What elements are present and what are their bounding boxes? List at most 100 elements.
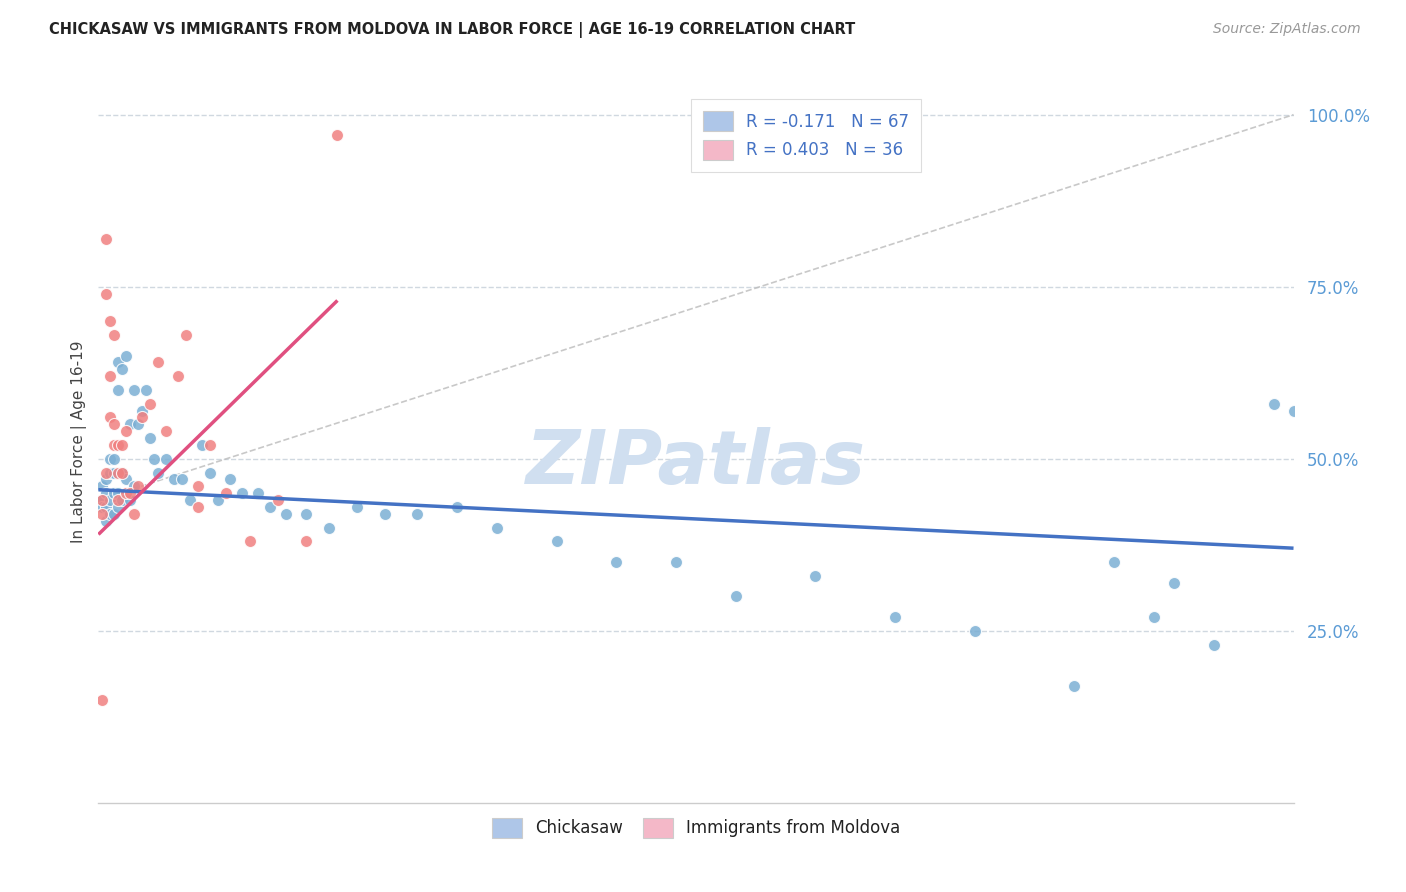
Point — [139, 431, 162, 445]
Point — [163, 472, 186, 486]
Point — [1282, 403, 1305, 417]
Point — [103, 327, 125, 342]
Text: ZIPatlas: ZIPatlas — [526, 426, 866, 500]
Point — [111, 466, 134, 480]
Text: Source: ZipAtlas.com: Source: ZipAtlas.com — [1213, 22, 1361, 37]
Point — [107, 438, 129, 452]
Point — [294, 507, 316, 521]
Point — [91, 507, 114, 521]
Point — [107, 355, 129, 369]
Point — [98, 410, 122, 425]
Point — [96, 286, 118, 301]
Point — [1143, 610, 1166, 624]
Point — [374, 507, 396, 521]
Point — [884, 610, 907, 624]
Point — [96, 500, 118, 514]
Point — [115, 424, 138, 438]
Point — [111, 493, 134, 508]
Point — [124, 479, 146, 493]
Point — [187, 500, 209, 514]
Point — [98, 451, 122, 466]
Text: CHICKASAW VS IMMIGRANTS FROM MOLDOVA IN LABOR FORCE | AGE 16-19 CORRELATION CHAR: CHICKASAW VS IMMIGRANTS FROM MOLDOVA IN … — [49, 22, 855, 38]
Point — [155, 424, 177, 438]
Point — [103, 451, 125, 466]
Point — [231, 486, 253, 500]
Point — [155, 451, 177, 466]
Point — [103, 486, 125, 500]
Point — [1163, 575, 1185, 590]
Point — [120, 486, 142, 500]
Point — [91, 493, 114, 508]
Point — [148, 355, 170, 369]
Point — [219, 472, 242, 486]
Point — [207, 493, 229, 508]
Point — [1063, 679, 1085, 693]
Point — [91, 479, 114, 493]
Point — [665, 555, 688, 569]
Point — [143, 451, 166, 466]
Legend: Chickasaw, Immigrants from Moldova: Chickasaw, Immigrants from Moldova — [484, 809, 908, 847]
Point — [91, 493, 114, 508]
Point — [103, 507, 125, 521]
Point — [239, 534, 262, 549]
Point — [107, 383, 129, 397]
Point — [267, 493, 290, 508]
Point — [96, 231, 118, 245]
Point — [179, 493, 201, 508]
Point — [546, 534, 568, 549]
Point — [91, 500, 114, 514]
Point — [172, 472, 194, 486]
Point — [96, 472, 118, 486]
Point — [187, 479, 209, 493]
Point — [191, 438, 214, 452]
Point — [1104, 555, 1126, 569]
Point — [174, 327, 197, 342]
Point — [131, 410, 153, 425]
Point — [294, 534, 316, 549]
Point — [107, 486, 129, 500]
Point — [131, 403, 153, 417]
Point — [98, 493, 122, 508]
Point — [198, 466, 221, 480]
Point — [96, 514, 118, 528]
Point — [318, 520, 340, 534]
Point — [135, 383, 157, 397]
Point — [120, 493, 142, 508]
Point — [605, 555, 627, 569]
Point — [98, 369, 122, 384]
Point — [963, 624, 986, 638]
Y-axis label: In Labor Force | Age 16-19: In Labor Force | Age 16-19 — [72, 340, 87, 543]
Point — [111, 438, 134, 452]
Point — [103, 417, 125, 432]
Point — [406, 507, 429, 521]
Point — [98, 466, 122, 480]
Point — [215, 486, 238, 500]
Point — [259, 500, 281, 514]
Point — [111, 362, 134, 376]
Point — [124, 507, 146, 521]
Point — [724, 590, 747, 604]
Point — [246, 486, 269, 500]
Point — [107, 466, 129, 480]
Point — [139, 397, 162, 411]
Point — [274, 507, 297, 521]
Point — [96, 486, 118, 500]
Point — [446, 500, 468, 514]
Point — [103, 466, 125, 480]
Point — [115, 472, 138, 486]
Point — [198, 438, 221, 452]
Point — [1202, 638, 1225, 652]
Point — [115, 349, 138, 363]
Point — [115, 486, 138, 500]
Point — [485, 520, 508, 534]
Point — [127, 479, 149, 493]
Point — [127, 417, 149, 432]
Point — [96, 466, 118, 480]
Point — [91, 692, 114, 706]
Point — [804, 568, 827, 582]
Point — [103, 438, 125, 452]
Point — [98, 314, 122, 328]
Point — [107, 500, 129, 514]
Point — [98, 507, 122, 521]
Point — [120, 417, 142, 432]
